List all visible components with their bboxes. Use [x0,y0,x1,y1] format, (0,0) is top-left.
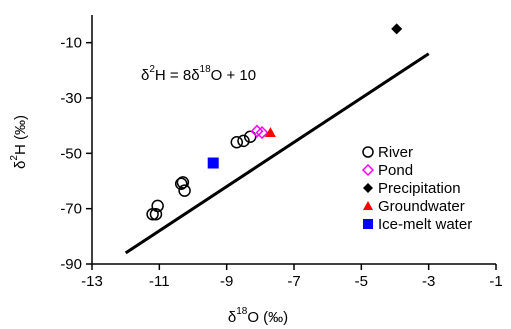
x-tick-label: -7 [287,273,300,290]
x-tick-label: -1 [489,273,502,290]
legend-label-ice-melt-water: Ice-melt water [378,216,472,233]
line-equation: δ2H = 8δ18O + 10 [141,64,256,84]
y-tick-label: -70 [60,201,82,218]
x-tick-label: -3 [422,273,435,290]
legend-label-precipitation: Precipitation [378,180,461,197]
legend-marker-groundwater [363,201,373,210]
point-ice-melt-water [207,157,219,169]
x-tick-label: -9 [220,273,233,290]
x-tick-label: -11 [149,273,170,290]
x-tick-label: -13 [81,273,103,290]
legend-label-river: River [378,144,413,161]
y-tick-label: -30 [60,90,82,107]
point-river [176,176,190,189]
point-river [243,130,257,143]
y-axis-title: δ2H (‰) [9,115,29,169]
x-tick-label: -5 [355,273,368,290]
y-tick-label: -10 [60,35,82,52]
legend-label-pond: Pond [378,162,413,179]
point-river [174,177,188,191]
legend-marker-precipitation [363,183,373,193]
axes: -13 -11 -9 -7 -5 -3 -1 -90 -70 -50 -30 -10 [60,15,503,290]
legend-label-groundwater: Groundwater [378,198,465,215]
legend-marker-ice-melt-water [363,219,373,229]
point-river [178,184,191,197]
y-tick-label: -90 [60,256,82,273]
reference-line [124,52,430,255]
y-tick-label: -50 [60,145,82,162]
point-pond [255,126,269,140]
data-points [146,23,403,221]
x-axis-title: δ18O (‰) [228,306,288,326]
legend-marker-river [362,146,374,158]
point-river [237,134,250,148]
legend: RiverPondPrecipitationGroundwaterIce-mel… [361,144,472,233]
point-river [149,207,163,221]
point-precipitation [391,23,403,35]
legend-marker-pond [361,163,375,177]
point-river [230,136,244,149]
point-groundwater [264,127,276,137]
point-river [151,199,164,213]
reference-line-group [124,52,430,255]
